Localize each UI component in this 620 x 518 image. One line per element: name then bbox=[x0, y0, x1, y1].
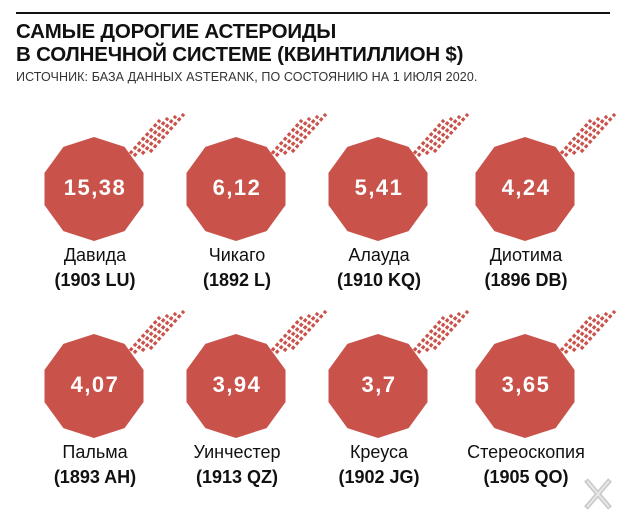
trail-line bbox=[290, 309, 328, 351]
asteroid-name: Давида bbox=[63, 245, 127, 265]
asteroid-shape bbox=[44, 137, 144, 241]
trail-line bbox=[282, 114, 320, 156]
trail-line bbox=[424, 114, 462, 156]
trail-line bbox=[124, 315, 162, 357]
asteroid-icon bbox=[186, 309, 328, 438]
asteroid-name: Стереоскопия bbox=[467, 442, 585, 462]
asteroid-value: 15,38 bbox=[63, 175, 127, 200]
asteroid-name: Чикаго bbox=[208, 245, 266, 265]
trail-line bbox=[266, 118, 304, 160]
trail-line bbox=[416, 313, 454, 355]
trail-line bbox=[579, 309, 617, 351]
trail-line bbox=[274, 313, 312, 355]
asteroid-icon bbox=[328, 112, 470, 241]
asteroid-designation: (1910 KQ) bbox=[336, 270, 422, 290]
asteroid-icon bbox=[475, 112, 617, 241]
asteroid-designation: (1892 L) bbox=[202, 270, 272, 290]
trail-line bbox=[124, 118, 162, 160]
trail-line bbox=[563, 313, 601, 355]
asteroid-name: Алауда bbox=[348, 245, 410, 265]
trail-line bbox=[563, 116, 601, 158]
asteroid-item: 6,12 Чикаго (1892 L) bbox=[172, 108, 328, 308]
trail-line bbox=[148, 112, 186, 154]
asteroid-value: 3,65 bbox=[501, 372, 551, 397]
asteroid-name: Креуса bbox=[349, 442, 409, 462]
trail-line bbox=[140, 114, 178, 156]
trail-line bbox=[432, 309, 470, 351]
asteroid-designation: (1905 QO) bbox=[483, 467, 569, 487]
asteroid-item: 3,65 Стереоскопия (1905 QO) bbox=[461, 305, 617, 505]
asteroid-item: 4,07 Пальма (1893 AH) bbox=[30, 305, 186, 505]
trail-line bbox=[290, 112, 328, 154]
asteroid-shape bbox=[44, 334, 144, 438]
asteroid-designation: (1896 DB) bbox=[484, 270, 568, 290]
asteroid-value: 4,24 bbox=[501, 175, 551, 200]
asteroid-icon bbox=[328, 309, 470, 438]
trail-line bbox=[282, 311, 320, 353]
trail-line bbox=[432, 112, 470, 154]
top-rule bbox=[16, 12, 610, 14]
trail-line bbox=[140, 311, 178, 353]
asteroid-icon bbox=[44, 309, 186, 438]
chart-title: САМЫЕ ДОРОГИЕ АСТЕРОИДЫ В СОЛНЕЧНОЙ СИСТ… bbox=[16, 20, 463, 66]
asteroid-designation: (1902 JG) bbox=[338, 467, 420, 487]
watermark-logo-icon bbox=[584, 478, 612, 510]
trail-line bbox=[579, 112, 617, 154]
asteroid-value: 5,41 bbox=[354, 175, 404, 200]
source-note: ИСТОЧНИК: БАЗА ДАННЫХ ASTERANK, ПО СОСТО… bbox=[16, 70, 478, 84]
asteroid-value: 4,07 bbox=[70, 372, 120, 397]
asteroid-item: 15,38 Давида (1903 LU) bbox=[30, 108, 186, 308]
trail-line bbox=[408, 315, 446, 357]
trail-line bbox=[132, 116, 170, 158]
asteroid-designation: (1903 LU) bbox=[54, 270, 136, 290]
asteroid-shape bbox=[186, 137, 286, 241]
asteroid-value: 6,12 bbox=[212, 175, 262, 200]
title-line-1: САМЫЕ ДОРОГИЕ АСТЕРОИДЫ bbox=[16, 20, 337, 43]
trail-line bbox=[555, 315, 593, 357]
asteroid-name: Уинчестер bbox=[193, 442, 281, 462]
asteroid-shape bbox=[475, 334, 575, 438]
trail-line bbox=[424, 311, 462, 353]
asteroid-shape bbox=[475, 137, 575, 241]
asteroid-item: 3,7 Креуса (1902 JG) bbox=[314, 305, 470, 505]
trail-line bbox=[132, 313, 170, 355]
trail-line bbox=[266, 315, 304, 357]
asteroid-value: 3,7 bbox=[361, 372, 397, 397]
trail-line bbox=[148, 309, 186, 351]
asteroid-name: Диотима bbox=[489, 245, 563, 265]
title-line-2: В СОЛНЕЧНОЙ СИСТЕМЕ (КВИНТИЛЛИОН $) bbox=[16, 43, 464, 66]
trail-line bbox=[408, 118, 446, 160]
asteroid-icon bbox=[44, 112, 186, 241]
asteroid-shape bbox=[328, 137, 428, 241]
asteroid-item: 4,24 Диотима (1896 DB) bbox=[461, 108, 617, 308]
asteroid-icon bbox=[475, 309, 617, 438]
asteroid-shape bbox=[328, 334, 428, 438]
asteroid-designation: (1913 QZ) bbox=[195, 467, 279, 487]
asteroid-icon bbox=[186, 112, 328, 241]
asteroid-value: 3,94 bbox=[212, 372, 262, 397]
asteroid-name: Пальма bbox=[62, 442, 128, 462]
asteroid-item: 5,41 Алауда (1910 KQ) bbox=[314, 108, 470, 308]
trail-line bbox=[416, 116, 454, 158]
trail-line bbox=[274, 116, 312, 158]
asteroid-shape bbox=[186, 334, 286, 438]
asteroid-designation: (1893 AH) bbox=[53, 467, 137, 487]
trail-line bbox=[571, 311, 609, 353]
trail-line bbox=[571, 114, 609, 156]
trail-line bbox=[555, 118, 593, 160]
asteroid-item: 3,94 Уинчестер (1913 QZ) bbox=[172, 305, 328, 505]
